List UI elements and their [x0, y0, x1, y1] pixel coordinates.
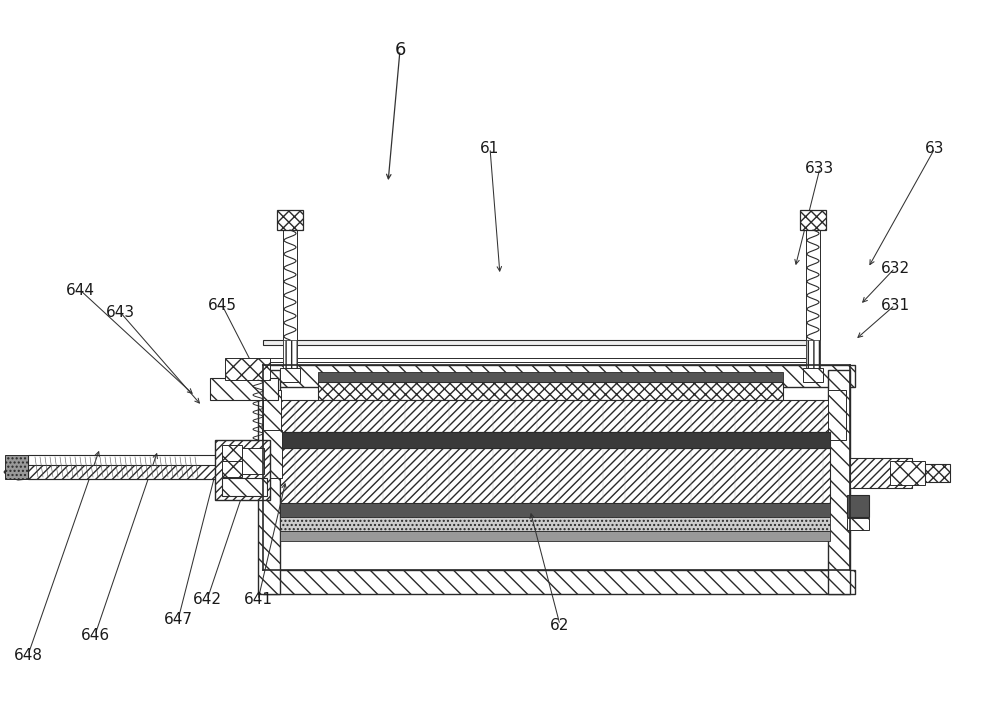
- Text: 647: 647: [164, 613, 193, 628]
- Bar: [263, 340, 815, 345]
- Bar: [280, 517, 830, 531]
- Bar: [847, 518, 869, 530]
- Bar: [263, 570, 855, 594]
- Bar: [828, 390, 846, 440]
- Bar: [280, 531, 830, 541]
- Bar: [850, 458, 912, 488]
- Bar: [283, 340, 297, 368]
- Text: 632: 632: [880, 261, 910, 276]
- Polygon shape: [4, 455, 28, 480]
- Bar: [263, 390, 281, 440]
- Bar: [263, 365, 855, 387]
- Text: 643: 643: [105, 304, 135, 319]
- Text: 631: 631: [880, 298, 910, 313]
- Bar: [806, 228, 820, 376]
- Text: 63: 63: [925, 141, 945, 156]
- Bar: [280, 503, 830, 517]
- Bar: [280, 368, 300, 382]
- Text: 62: 62: [550, 618, 570, 633]
- Bar: [222, 445, 242, 461]
- Text: 6: 6: [394, 41, 406, 59]
- Bar: [806, 340, 820, 368]
- Bar: [215, 440, 270, 500]
- Text: 642: 642: [193, 593, 222, 608]
- Text: 648: 648: [14, 648, 43, 663]
- Bar: [222, 478, 267, 496]
- Bar: [803, 368, 823, 382]
- Bar: [28, 455, 263, 479]
- Bar: [262, 430, 282, 478]
- Bar: [28, 465, 263, 479]
- Bar: [283, 228, 297, 376]
- Bar: [258, 370, 280, 594]
- Text: 641: 641: [244, 593, 273, 608]
- Bar: [280, 448, 830, 503]
- Bar: [222, 461, 242, 477]
- Bar: [242, 448, 264, 474]
- Text: 633: 633: [805, 161, 835, 176]
- Text: 61: 61: [480, 141, 500, 156]
- Bar: [280, 432, 830, 448]
- Bar: [210, 378, 278, 400]
- Bar: [318, 372, 783, 382]
- Text: 646: 646: [80, 628, 110, 643]
- Bar: [847, 495, 869, 517]
- Text: 644: 644: [66, 283, 95, 298]
- Bar: [828, 370, 850, 594]
- Bar: [280, 400, 830, 432]
- Bar: [890, 461, 925, 485]
- Text: 645: 645: [208, 298, 237, 313]
- Bar: [318, 382, 783, 400]
- Bar: [925, 464, 950, 482]
- Bar: [225, 358, 270, 380]
- Bar: [277, 210, 303, 230]
- Bar: [800, 210, 826, 230]
- Bar: [5, 455, 28, 479]
